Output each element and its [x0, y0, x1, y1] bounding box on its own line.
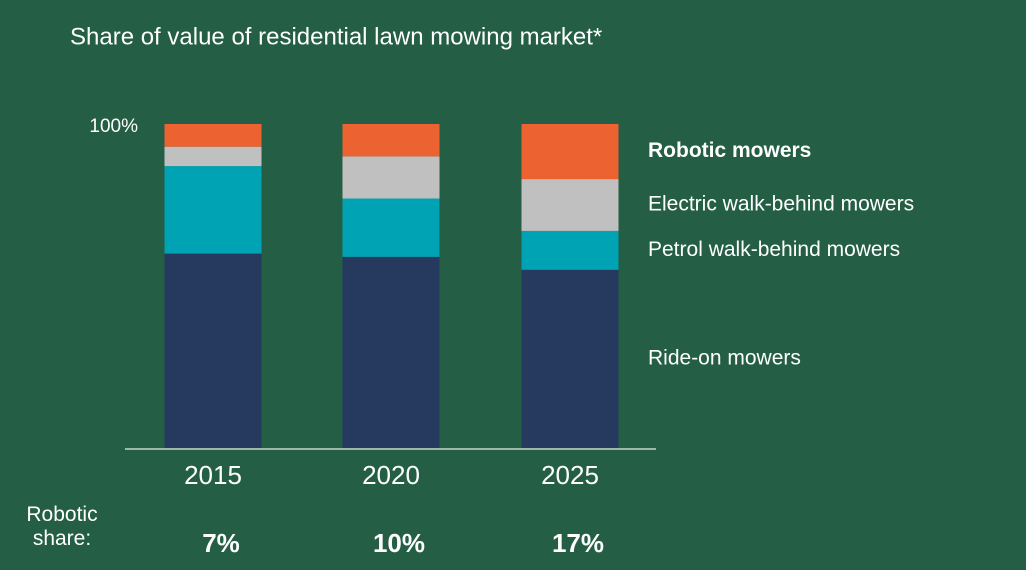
y-tick-label: 100% — [89, 116, 138, 137]
legend-label: Petrol walk-behind mowers — [648, 238, 900, 261]
bar-segment — [164, 253, 262, 448]
robotic-share-label: Robotic share: — [26, 503, 98, 550]
bar-segment — [164, 166, 262, 254]
chart-title: Share of value of residential lawn mowin… — [70, 23, 602, 50]
legend-label: Robotic mowers — [648, 139, 811, 162]
bar-segment — [342, 156, 440, 199]
bar-segment — [521, 124, 619, 180]
legend-label: Electric walk-behind mowers — [648, 193, 914, 216]
bar-segment — [342, 124, 440, 157]
bar-segment — [342, 198, 440, 257]
x-tick-label: 2020 — [362, 460, 420, 490]
robotic-share-value: 7% — [202, 528, 240, 558]
robotic-share-value: 10% — [373, 528, 425, 558]
bar-segment — [164, 146, 262, 167]
bar-segment — [521, 269, 619, 448]
x-tick-label: 2025 — [541, 460, 599, 490]
bar-segment — [521, 230, 619, 270]
legend-label: Ride-on mowers — [648, 346, 801, 369]
x-tick-label: 2015 — [184, 460, 242, 490]
robotic-share-value: 17% — [552, 528, 604, 558]
bar-segment — [521, 179, 619, 231]
bar-segment — [342, 256, 440, 448]
bar-segment — [164, 124, 262, 147]
